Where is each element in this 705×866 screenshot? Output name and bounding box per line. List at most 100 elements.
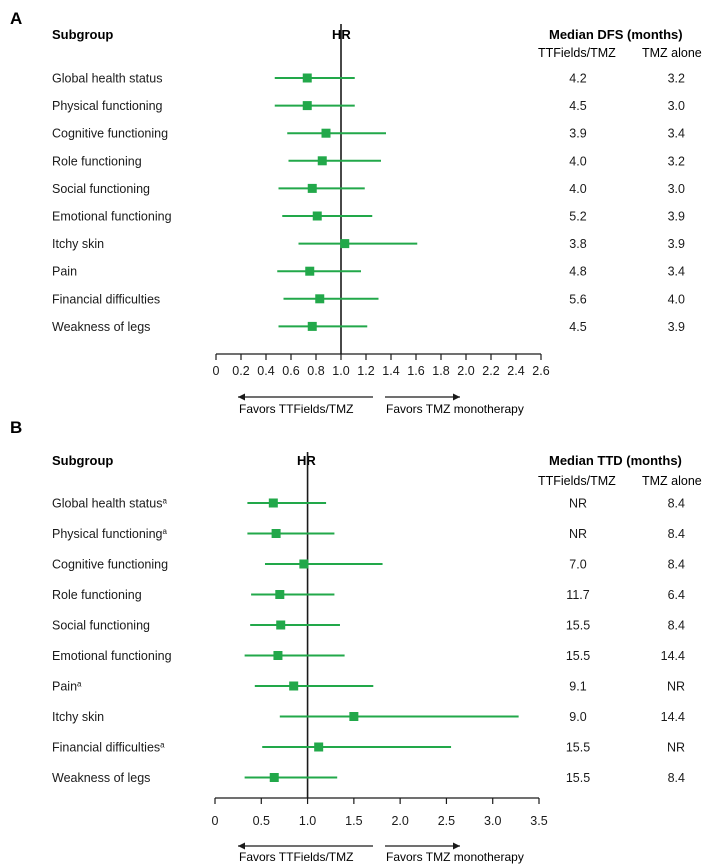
panel-b-plot: 0 0.5 1.0 1.5 2.0 2.5 3.0 3.5 Global health stat…: [52, 452, 685, 850]
panel-b-x-tick-label: 2.0: [391, 814, 408, 828]
panel-a-col1-value: 4.0: [569, 154, 586, 168]
panel-b-hr-marker: [276, 620, 286, 630]
panel-b-x-tick-label: 1.5: [345, 814, 362, 828]
panel-b-x-tick-label: 3.5: [530, 814, 547, 828]
panel-b-col1-value: 9.1: [569, 680, 586, 694]
panel-b-col1-value: NR: [569, 497, 587, 511]
panel-a-row-label: Itchy skin: [52, 237, 104, 251]
panel-a-row-label: Role functioning: [52, 154, 142, 168]
panel-a-col1-value: 5.2: [569, 210, 586, 224]
panel-a-x-tick-label: 0.6: [282, 364, 299, 378]
panel-b-col1-value: 11.7: [566, 588, 589, 602]
panel-a-col2-value: 3.4: [668, 127, 685, 141]
panel-a-col1-value: 4.5: [569, 99, 586, 113]
panel-a-col2-value: 3.2: [668, 154, 685, 168]
panel-b-row-label: Emotional functioning: [52, 649, 172, 663]
panel-a-x-tick-label: 1.2: [357, 364, 374, 378]
panel-a-hr-marker: [312, 211, 322, 221]
panel-a-col1-value: 4.0: [569, 182, 586, 196]
panel-b-col2-header: TMZ alone: [642, 474, 702, 488]
panel-b-hr-marker: [299, 559, 309, 569]
panel-a-hr-marker: [305, 266, 315, 276]
panel-b-col1-header: TTFields/TMZ: [538, 474, 616, 488]
panel-b-x-tick-label: 2.5: [438, 814, 455, 828]
panel-a-hr-marker: [307, 321, 317, 331]
panel-a-hr-marker: [315, 294, 325, 304]
panel-a-col1-value: 4.2: [569, 72, 586, 86]
panel-a-x-tick-label: 1.4: [382, 364, 399, 378]
panel-a-col1-value: 4.5: [569, 320, 586, 334]
panel-b-col2-value: 8.4: [668, 558, 685, 572]
panel-a-col1-value: 5.6: [569, 292, 586, 306]
panel-a-favors-left: Favors TTFields/TMZ: [239, 402, 353, 416]
panel-b-col1-value: 9.0: [569, 710, 586, 724]
panel-b-col2-value: NR: [667, 741, 685, 755]
panel-a-col2-value: 3.0: [668, 99, 685, 113]
panel-a-row-label: Financial difficulties: [52, 292, 160, 306]
panel-a-col2-header: TMZ alone: [642, 46, 702, 60]
panel-a-row-label: Weakness of legs: [52, 320, 150, 334]
panel-a-hr-marker: [302, 101, 312, 111]
panel-b-favors-left: Favors TTFields/TMZ: [239, 850, 353, 864]
panel-a-x-tick-label: 1.6: [407, 364, 424, 378]
panel-b-x-tick-label: 0.5: [253, 814, 270, 828]
panel-b-x-tick-label: 1.0: [299, 814, 316, 828]
panel-a-subgroup-header: Subgroup: [52, 27, 113, 42]
panel-a-col2-value: 3.9: [668, 210, 685, 224]
panel-b-row-label: Itchy skin: [52, 710, 104, 724]
panel-a-row-label: Global health status: [52, 72, 163, 86]
panel-a-hr-marker: [340, 239, 350, 249]
panel-b-x-tick-label: 3.0: [484, 814, 501, 828]
panel-a-col2-value: 3.0: [668, 182, 685, 196]
panel-a-x-tick-label: 0.4: [257, 364, 274, 378]
panel-b-col2-value: 8.4: [668, 527, 685, 541]
panel-b-row-label: Paina: [52, 680, 82, 694]
panel-a-hr-marker: [307, 183, 317, 193]
panel-b: B Subgroup HR Median TTD (months) TTFiel…: [10, 418, 702, 864]
panel-b-col1-value: 7.0: [569, 558, 586, 572]
panel-a-col2-value: 4.0: [668, 292, 685, 306]
panel-b-row-label: Physical functioninga: [52, 527, 167, 541]
panel-a-col2-value: 3.9: [668, 237, 685, 251]
panel-b-hr-header: HR: [297, 453, 316, 468]
panel-a-col1-value: 4.8: [569, 265, 586, 279]
panel-b-favors-right: Favors TMZ monotherapy: [386, 850, 524, 864]
panel-a-hr-marker: [321, 128, 331, 138]
panel-b-col2-value: NR: [667, 680, 685, 694]
panel-b-hr-marker: [268, 498, 278, 508]
panel-a-favors-left-arrow-head: [238, 393, 245, 401]
panel-b-letter: B: [10, 418, 22, 437]
panel-b-hr-marker: [271, 529, 281, 538]
panel-a-x-tick-label: 2.4: [507, 364, 524, 378]
panel-b-col2-value: 14.4: [661, 649, 685, 663]
panel-b-row-label: Weakness of legs: [52, 771, 150, 785]
panel-b-hr-marker: [275, 590, 285, 599]
panel-a-favors-right: Favors TMZ monotherapy: [386, 402, 524, 416]
panel-b-col1-value: 15.5: [566, 649, 590, 663]
panel-a-hr-marker: [317, 156, 327, 166]
panel-b-favors-right-arrow-head: [453, 842, 460, 850]
panel-b-col2-value: 6.4: [668, 588, 685, 602]
panel-a-row-label: Cognitive functioning: [52, 127, 168, 141]
panel-b-row-label: Cognitive functioning: [52, 558, 168, 572]
panel-a-x-tick-label: 2.0: [457, 364, 474, 378]
panel-b-col2-value: 8.4: [668, 771, 685, 785]
panel-b-col2-value: 8.4: [668, 497, 685, 511]
panel-a-x-tick-label: 1.8: [432, 364, 449, 378]
panel-a-row-label: Emotional functioning: [52, 210, 172, 224]
panel-b-col1-value: 15.5: [566, 771, 590, 785]
panel-b-col2-value: 14.4: [661, 710, 685, 724]
panel-a-row-label: Pain: [52, 265, 77, 279]
panel-b-row-label: Global health statusa: [52, 497, 168, 511]
panel-a-col1-header: TTFields/TMZ: [538, 46, 616, 60]
panel-a-x-tick-label: 0.2: [232, 364, 249, 378]
panel-a-x-tick-label: 0.8: [307, 364, 324, 378]
panel-a-col2-value: 3.2: [668, 72, 685, 86]
panel-b-row-label: Financial difficultiesa: [52, 741, 165, 755]
panel-a: A Subgroup HR Median DFS (months) TTFiel…: [10, 9, 702, 416]
panel-a-hr-marker: [302, 73, 312, 83]
panel-a-x-tick-label: 1.0: [332, 364, 349, 378]
panel-a-row-label: Social functioning: [52, 182, 150, 196]
panel-b-row-label: Role functioning: [52, 588, 142, 602]
